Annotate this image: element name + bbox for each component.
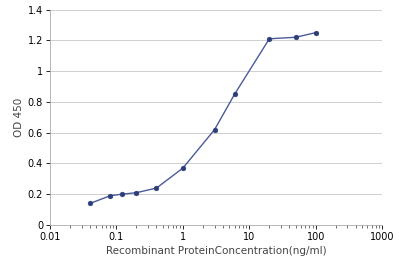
X-axis label: Recombinant ProteinConcentration(ng/ml): Recombinant ProteinConcentration(ng/ml) xyxy=(106,246,326,256)
Y-axis label: OD 450: OD 450 xyxy=(14,98,24,137)
